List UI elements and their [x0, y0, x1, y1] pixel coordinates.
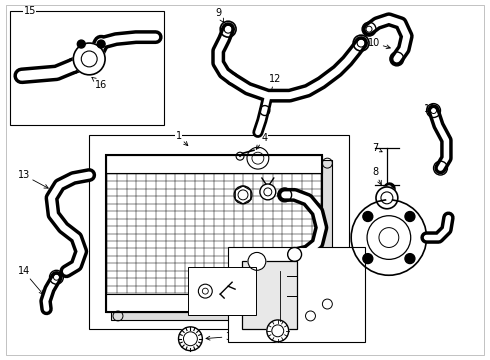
Text: 16: 16 — [92, 77, 107, 90]
Bar — [106, 155, 322, 312]
Circle shape — [351, 200, 427, 275]
Text: 20: 20 — [212, 248, 233, 271]
Circle shape — [178, 327, 202, 351]
Circle shape — [405, 254, 415, 264]
Text: 1: 1 — [175, 131, 188, 146]
Circle shape — [260, 184, 276, 200]
Circle shape — [405, 212, 415, 221]
Text: 6: 6 — [254, 183, 264, 193]
Text: 13: 13 — [18, 170, 48, 188]
Bar — [322, 160, 332, 307]
Bar — [111, 312, 327, 320]
Circle shape — [267, 320, 289, 342]
Text: 10: 10 — [368, 38, 391, 49]
Text: 12: 12 — [267, 74, 281, 103]
Text: 7: 7 — [372, 143, 382, 153]
Text: 18: 18 — [288, 324, 304, 334]
Bar — [89, 135, 349, 329]
Circle shape — [198, 284, 212, 298]
Text: 14: 14 — [18, 266, 43, 294]
Circle shape — [97, 40, 105, 48]
Text: 2: 2 — [230, 195, 240, 205]
Circle shape — [363, 254, 373, 264]
Bar — [106, 294, 322, 312]
Bar — [242, 261, 296, 329]
Text: 17: 17 — [246, 244, 265, 259]
Circle shape — [248, 252, 266, 270]
Bar — [228, 247, 365, 342]
Text: 5: 5 — [306, 189, 315, 199]
Bar — [106, 155, 322, 173]
Text: 9: 9 — [215, 8, 223, 22]
Bar — [189, 267, 256, 315]
Text: 11: 11 — [424, 104, 437, 118]
Text: 3: 3 — [206, 332, 231, 342]
Circle shape — [77, 40, 85, 48]
Circle shape — [74, 43, 105, 75]
Circle shape — [234, 186, 252, 204]
Text: 15: 15 — [24, 6, 36, 16]
Circle shape — [376, 187, 398, 209]
Text: 4: 4 — [256, 133, 268, 149]
Text: 8: 8 — [372, 167, 381, 185]
Circle shape — [363, 212, 373, 221]
Bar — [10, 11, 164, 125]
Text: 19: 19 — [288, 248, 316, 262]
